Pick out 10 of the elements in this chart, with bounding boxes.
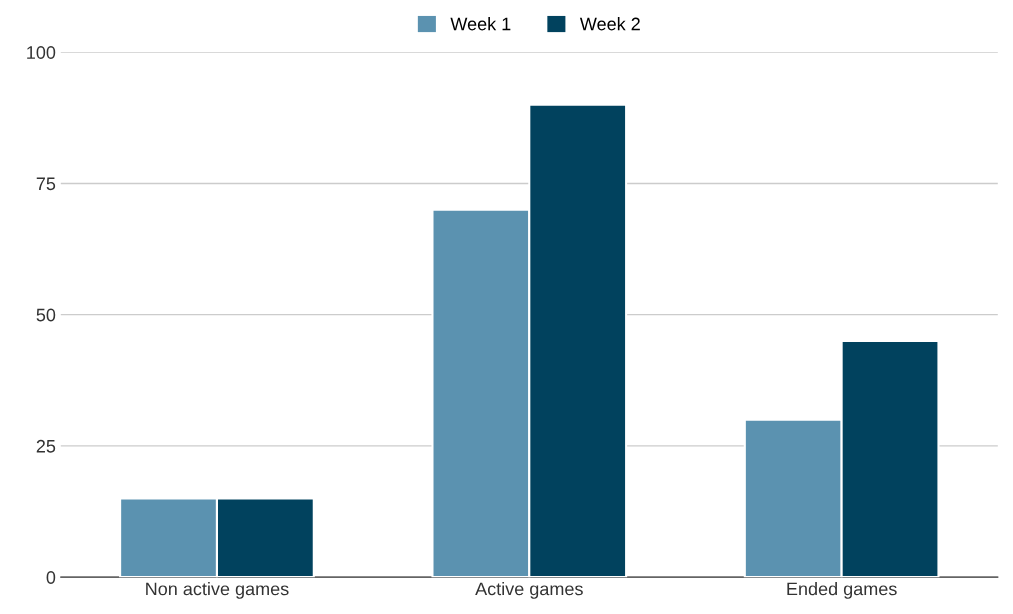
y-tick-label: 100 <box>27 46 56 59</box>
x-tick-label: Active games <box>475 582 583 599</box>
y-tick-label: 0 <box>46 571 56 584</box>
y-tick-label: 50 <box>36 308 56 322</box>
y-tick-label: 25 <box>36 439 56 453</box>
y-tick-label: 75 <box>36 177 56 191</box>
legend-label: Week 1 <box>450 17 511 31</box>
x-tick-label: Non active games <box>146 582 289 599</box>
legend-label: Week 2 <box>579 17 640 31</box>
x-tick-label: Ended games <box>787 582 897 599</box>
